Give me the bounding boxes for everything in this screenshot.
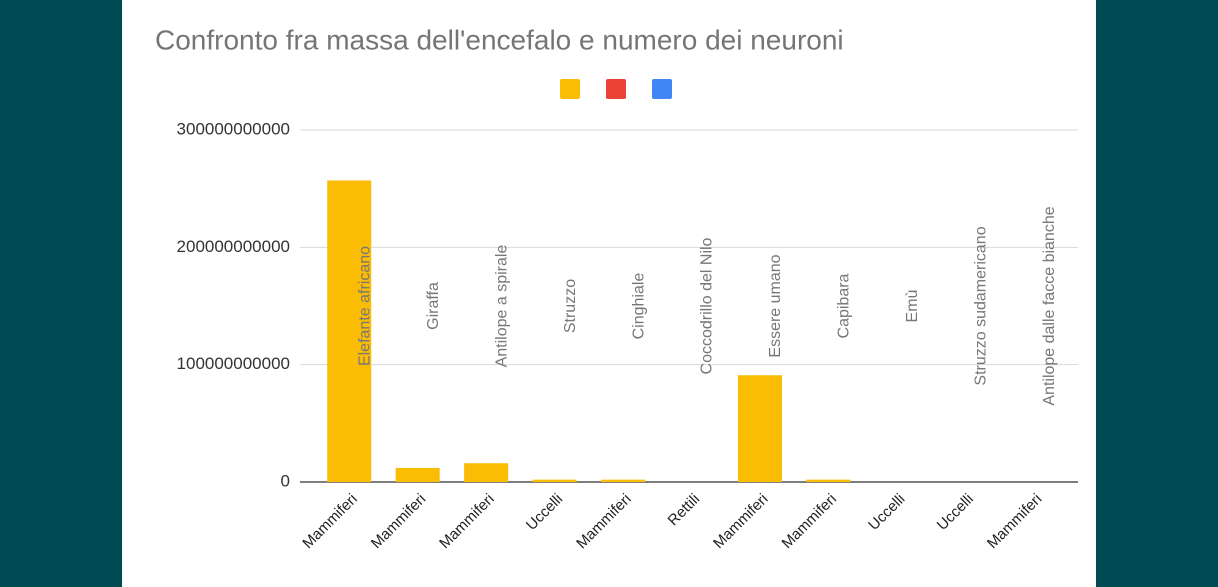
category-label: Antilope a spirale	[493, 245, 510, 368]
y-tick-label: 0	[281, 471, 290, 490]
category-label: Antilope dalle facce bianche	[1041, 206, 1058, 405]
y-tick-label: 100000000000	[177, 354, 290, 373]
bar	[395, 467, 440, 482]
bar	[806, 479, 851, 482]
category-label: Elefante africano	[356, 246, 373, 366]
y-tick-label: 300000000000	[177, 119, 290, 138]
category-label: Struzzo	[562, 279, 579, 333]
legend-swatch	[560, 79, 580, 99]
category-label: Coccodrillo del Nilo	[699, 237, 716, 374]
category-label: Struzzo sudamericano	[973, 226, 990, 385]
category-label: Capibara	[836, 273, 853, 338]
bar	[464, 463, 509, 482]
bar	[737, 375, 782, 482]
bar	[532, 479, 577, 482]
category-label: Emù	[904, 290, 921, 323]
category-label: Essere umano	[767, 254, 784, 357]
legend-swatch	[606, 79, 626, 99]
bar	[601, 479, 646, 482]
y-tick-label: 200000000000	[177, 237, 290, 256]
category-label: Cinghiale	[630, 273, 647, 340]
chart-title: Confronto fra massa dell'encefalo e nume…	[155, 24, 844, 55]
legend-swatch	[652, 79, 672, 99]
category-label: Giraffa	[425, 282, 442, 330]
bar	[327, 180, 372, 482]
